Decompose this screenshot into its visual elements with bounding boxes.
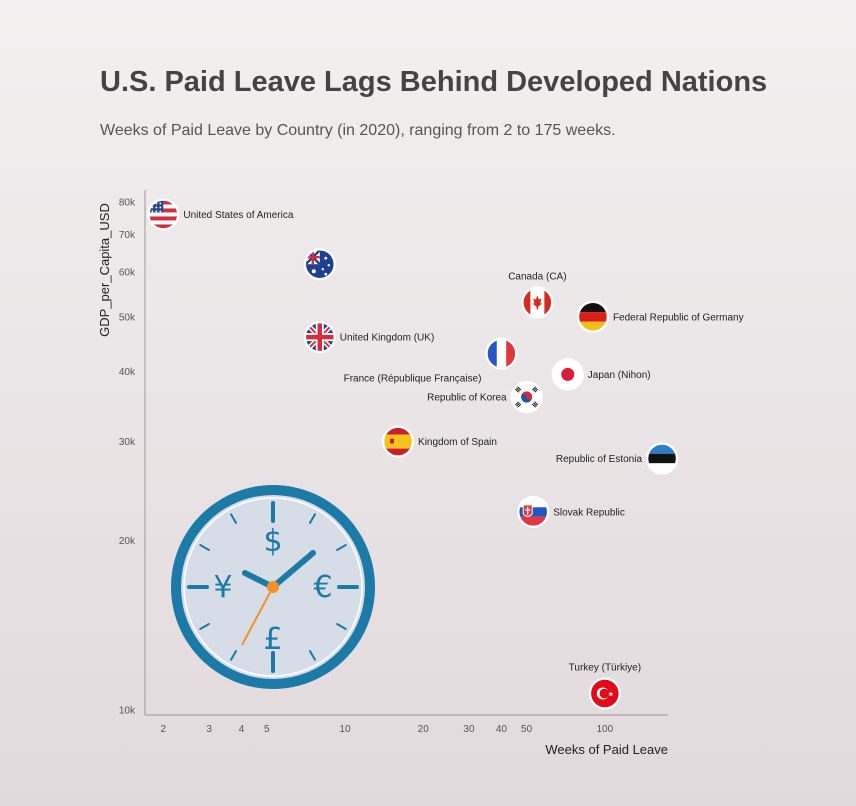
point-label: Kingdom of Spain xyxy=(418,437,497,448)
point-label: France (République Française) xyxy=(344,374,482,385)
deu-flag-icon xyxy=(576,300,610,334)
point-est: Republic of Estonia xyxy=(556,441,679,475)
x-tick-label: 4 xyxy=(239,724,245,735)
y-tick-label: 70k xyxy=(119,230,136,241)
y-tick-label: 10k xyxy=(119,706,136,717)
point-label: United States of America xyxy=(183,210,293,221)
x-tick-label: 2 xyxy=(161,724,167,735)
x-axis-label: Weeks of Paid Leave xyxy=(545,742,668,757)
chart-subtitle: Weeks of Paid Leave by Country (in 2020)… xyxy=(100,122,616,139)
can-flag-icon xyxy=(521,286,554,319)
clock-tick xyxy=(230,513,237,524)
point-label: Republic of Estonia xyxy=(556,454,643,465)
clock-second-hand xyxy=(241,586,274,646)
y-tick-label: 60k xyxy=(119,268,136,279)
point-fra: France (République Française) xyxy=(344,337,518,385)
gbr-flag-icon xyxy=(303,320,337,354)
x-tick-label: 20 xyxy=(418,724,430,735)
point-label: Republic of Korea xyxy=(427,393,507,404)
point-can: Canada (CA) xyxy=(508,272,567,320)
point-label: Turkey (Türkiye) xyxy=(569,663,641,674)
point-gbr: United Kingdom (UK) xyxy=(303,320,434,354)
point-usa: United States of America xyxy=(146,197,294,231)
x-tick-label: 30 xyxy=(463,724,475,735)
point-aus xyxy=(303,247,337,281)
clock-center xyxy=(267,581,279,593)
point-label: Slovak Republic xyxy=(553,507,625,518)
y-tick-label: 80k xyxy=(119,197,136,208)
aus-flag-icon xyxy=(303,247,337,281)
point-svk: Slovak Republic xyxy=(516,495,625,529)
clock-currency-symbol: € xyxy=(313,570,332,605)
point-jpn: Japan (Nihon) xyxy=(551,357,651,391)
y-tick-label: 30k xyxy=(119,437,136,448)
fra-flag-icon xyxy=(485,337,518,370)
clock-currency-symbol: ¥ xyxy=(213,570,232,605)
y-tick-label: 40k xyxy=(119,367,136,378)
y-tick-label: 50k xyxy=(119,312,136,323)
clock-currency-symbol: $ xyxy=(263,524,282,559)
x-tick-label: 40 xyxy=(496,724,508,735)
x-tick-label: 50 xyxy=(521,724,533,735)
svk-flag-icon xyxy=(516,495,550,529)
x-tick-label: 3 xyxy=(206,724,212,735)
x-tick-label: 10 xyxy=(339,724,351,735)
chart-title: U.S. Paid Leave Lags Behind Developed Na… xyxy=(100,66,768,98)
clock-tick xyxy=(199,544,210,551)
y-ticks: 10k 20k 30k 40k 50k 60k 70k 80k xyxy=(119,197,136,716)
point-label: Federal Republic of Germany xyxy=(613,312,744,323)
jpn-flag-icon xyxy=(551,358,585,391)
esp-flag-icon xyxy=(381,425,415,458)
axes xyxy=(144,190,668,716)
point-tur: Turkey (Türkiye) xyxy=(569,663,641,711)
point-label: Canada (CA) xyxy=(508,272,566,283)
est-flag-icon xyxy=(645,442,679,475)
y-axis-label: GDP_per_Capita_USD xyxy=(97,203,112,337)
clock-tick xyxy=(199,623,210,630)
kor-flag-icon xyxy=(510,380,543,414)
clock-tick xyxy=(336,544,347,551)
clock-tick xyxy=(309,513,316,524)
point-label: Japan (Nihon) xyxy=(588,370,651,381)
x-ticks: 2 3 4 5 10 20 30 40 50 100 xyxy=(161,724,614,735)
point-deu: Federal Republic of Germany xyxy=(576,300,744,334)
y-tick-label: 20k xyxy=(119,536,136,547)
x-tick-label: 5 xyxy=(264,724,270,735)
point-kor: Republic of Korea xyxy=(427,380,544,414)
clock-minute-hand xyxy=(270,550,316,590)
usa-flag-icon xyxy=(147,198,180,231)
clock-tick xyxy=(309,650,316,661)
data-points: United States of America Canada (CA) Feder… xyxy=(146,197,744,711)
tur-flag-icon xyxy=(588,677,622,710)
point-label: United Kingdom (UK) xyxy=(340,333,434,344)
currency-clock-illustration: $ € £ ¥ xyxy=(171,485,375,689)
clock-tick xyxy=(336,623,347,630)
clock-currency-symbol: £ xyxy=(263,622,282,657)
x-tick-label: 100 xyxy=(596,724,613,735)
point-esp: Kingdom of Spain xyxy=(381,425,497,459)
clock-tick xyxy=(230,650,237,661)
